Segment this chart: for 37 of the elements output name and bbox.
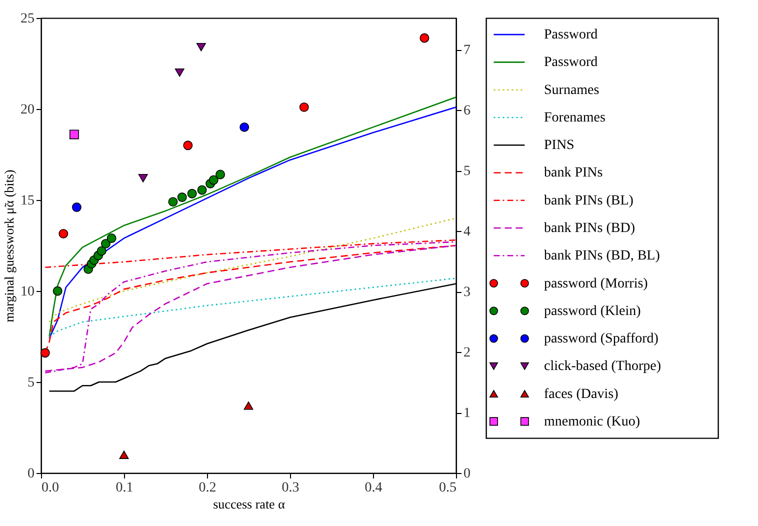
y-tick-label: 0 <box>28 466 34 482</box>
legend-label: faces (Davis) <box>544 386 619 402</box>
legend-label: bank PINs (BD) <box>544 221 636 236</box>
x-axis-title: success rate α <box>213 496 286 512</box>
legend-label: mnemonic (Kuo) <box>544 414 640 430</box>
legend-label: PINS <box>544 138 574 154</box>
y-tick-label: 20 <box>20 102 34 118</box>
x-tick-label: 0.4 <box>364 480 382 496</box>
x-tick-label: 0.5 <box>439 480 456 496</box>
x-tick-label: 0.2 <box>198 480 216 496</box>
y2-tick-label: 4 <box>464 224 470 240</box>
y2-tick-label: 3 <box>464 285 470 300</box>
x-tick-label: 0.3 <box>282 480 300 496</box>
legend-label: Surnames <box>544 82 600 98</box>
legend-label: Password <box>544 55 598 70</box>
y2-tick-label: 1 <box>464 406 470 422</box>
legend-label: password (Morris) <box>544 276 648 292</box>
y2-tick-label: 2 <box>464 346 470 361</box>
y-tick-label: 10 <box>20 284 34 300</box>
x-tick-label: 0.1 <box>116 480 134 496</box>
legend-label: click-based (Thorpe) <box>544 359 662 374</box>
y-axis-title: marginal guesswork μ̃α (bits) <box>2 170 16 322</box>
legend-label: bank PINs (BD, BL) <box>544 248 660 264</box>
legend-label: Password <box>544 28 598 43</box>
x-tick-label: 0.0 <box>42 480 59 496</box>
legend-label: Forenames <box>544 110 606 126</box>
y2-tick-label: 7 <box>464 43 470 58</box>
y-tick-label: 5 <box>28 376 34 390</box>
legend-label: bank PINs (BL) <box>544 193 634 208</box>
y2-tick-label: 5 <box>464 164 470 180</box>
y2-tick-label: 6 <box>464 104 470 119</box>
y-tick-label: 15 <box>20 194 34 208</box>
legend-label: password (Klein) <box>544 304 642 319</box>
y-tick-label: 25 <box>20 12 34 26</box>
legend-label: bank PINs <box>544 166 603 181</box>
y2-tick-label: 0 <box>464 466 470 482</box>
legend-label: password (Spafford) <box>544 332 659 347</box>
